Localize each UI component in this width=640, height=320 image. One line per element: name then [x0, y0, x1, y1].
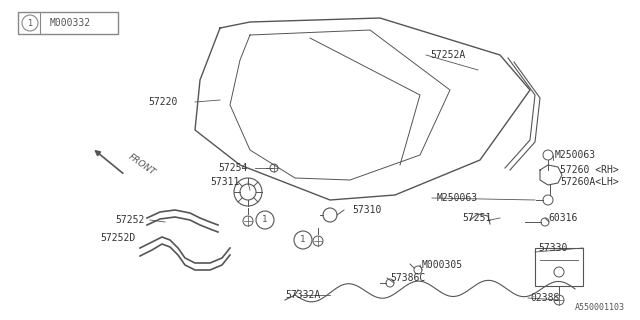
Circle shape	[386, 279, 394, 287]
Text: A550001103: A550001103	[575, 303, 625, 312]
Text: M000332: M000332	[49, 18, 91, 28]
Text: 57310: 57310	[352, 205, 381, 215]
Text: 1: 1	[262, 215, 268, 225]
Text: 57220: 57220	[148, 97, 177, 107]
Circle shape	[22, 15, 38, 31]
Circle shape	[543, 195, 553, 205]
Circle shape	[294, 231, 312, 249]
Bar	[18, 12, 118, 34]
Text: 60316: 60316	[548, 213, 577, 223]
Circle shape	[256, 211, 274, 229]
Text: 57251: 57251	[462, 213, 492, 223]
Text: 57311: 57311	[210, 177, 239, 187]
Circle shape	[323, 208, 337, 222]
Circle shape	[270, 164, 278, 172]
Circle shape	[313, 236, 323, 246]
Circle shape	[414, 266, 422, 274]
Text: 57330: 57330	[538, 243, 568, 253]
Circle shape	[541, 218, 549, 226]
Text: 57332A: 57332A	[285, 290, 320, 300]
Circle shape	[554, 295, 564, 305]
Text: M250063: M250063	[555, 150, 596, 160]
Circle shape	[243, 216, 253, 226]
Text: 57254: 57254	[218, 163, 248, 173]
Circle shape	[240, 184, 256, 200]
Circle shape	[554, 267, 564, 277]
Text: FRONT: FRONT	[127, 153, 157, 178]
Text: 57260 <RH>: 57260 <RH>	[560, 165, 619, 175]
Text: 57260A<LH>: 57260A<LH>	[560, 177, 619, 187]
Text: M000305: M000305	[422, 260, 463, 270]
Circle shape	[543, 150, 553, 160]
Text: M250063: M250063	[437, 193, 478, 203]
Text: 1: 1	[28, 19, 33, 28]
Text: 57252: 57252	[115, 215, 145, 225]
Text: 57252D: 57252D	[100, 233, 135, 243]
Bar	[535, 248, 583, 286]
Text: 57252A: 57252A	[430, 50, 465, 60]
Text: 1: 1	[300, 236, 306, 244]
Text: 0238S: 0238S	[530, 293, 559, 303]
Text: 57386C: 57386C	[390, 273, 425, 283]
